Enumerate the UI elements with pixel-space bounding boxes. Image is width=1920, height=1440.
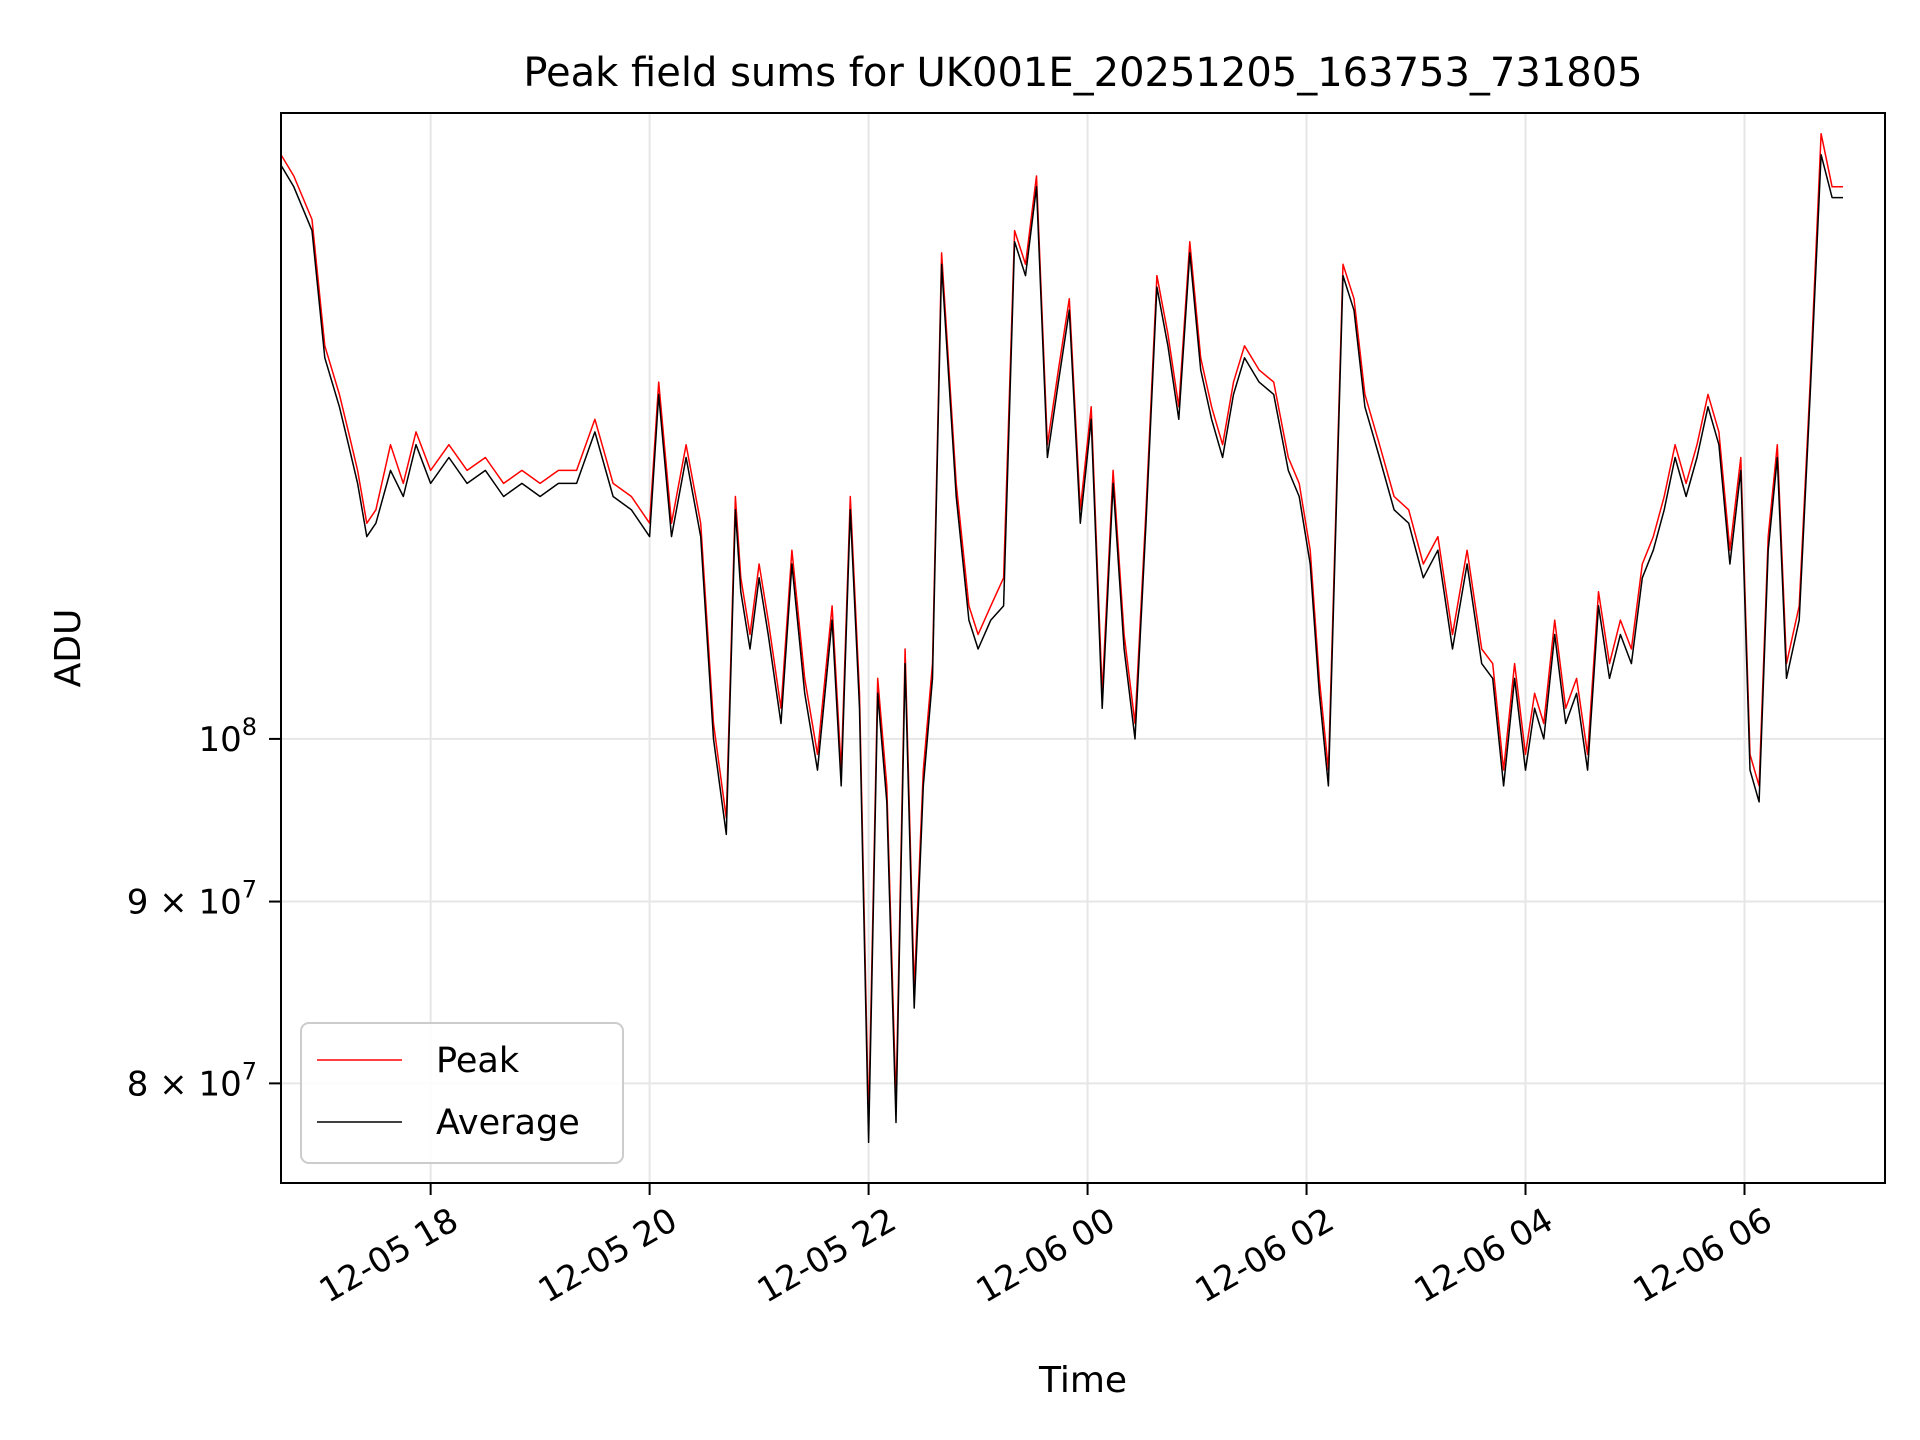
grid <box>281 113 1885 1183</box>
y-tick-label: 9 × 107 <box>127 876 257 923</box>
legend-label-peak: Peak <box>436 1041 520 1081</box>
legend-box <box>300 1022 624 1164</box>
y-axis-label: ADU <box>48 609 89 688</box>
x-axis-label: Time <box>1038 1360 1127 1401</box>
plot-area <box>281 132 1843 1144</box>
chart-title: Peak field sums for UK001E_20251205_1637… <box>523 50 1642 96</box>
legend-label-average: Average <box>436 1103 580 1143</box>
legend: Peak Average <box>300 1022 624 1164</box>
y-tick-label: 108 <box>198 713 257 760</box>
series-line-average <box>281 153 1843 1144</box>
plot-frame <box>280 112 1886 1184</box>
y-axis: 108 9 × 107 8 × 107 <box>127 713 281 1104</box>
y-tick-label: 8 × 107 <box>127 1057 257 1104</box>
